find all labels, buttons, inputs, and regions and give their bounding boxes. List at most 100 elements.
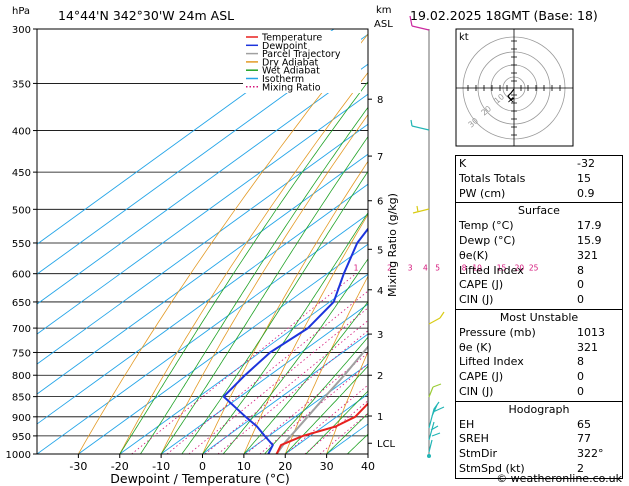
pressure-tick-label: 350: [12, 79, 31, 90]
legend-entry: Temperature: [261, 33, 322, 44]
location-title: 14°44'N 342°30'W 24m ASL: [58, 8, 234, 23]
index-row: θe(K) 321: [459, 249, 619, 264]
index-row: θe (K) 321: [459, 341, 619, 356]
storm-motion-icon: ✕: [507, 96, 515, 106]
dry-adiabat: [326, 350, 368, 454]
legend-entry: Isotherm: [262, 74, 304, 85]
wind-barb-300: [409, 15, 430, 31]
hpa-label: hPa: [12, 6, 30, 17]
profile-parcel-trajectory: [275, 345, 368, 454]
index-value: 322°: [577, 447, 604, 461]
index-value: 321: [577, 248, 598, 262]
index-label: θe(K): [459, 248, 489, 262]
mixing-ratio-label: 3: [408, 264, 413, 273]
dry-adiabat: [202, 160, 368, 454]
pressure-tick-label: 900: [12, 413, 31, 424]
asl-label: ASL: [374, 19, 393, 30]
wet-adiabat: [305, 390, 368, 454]
index-value: 1013: [577, 325, 605, 339]
hodograph: kt 10 20 30 ✕: [455, 28, 574, 147]
hodograph-box: Hodograph EH 65 SREH 77 StmDir 322° StmSpd (kt…: [455, 401, 623, 479]
pressure-tick-label: 300: [12, 25, 31, 36]
index-row: StmSpd (kt) 2: [459, 462, 619, 477]
index-value: 15.9: [577, 233, 602, 247]
legend-entry: Wet Adiabat: [262, 66, 320, 77]
isotherm-line: [202, 333, 368, 454]
index-value: 0: [577, 293, 584, 307]
km-axis: 8 7 6 5 4 3 2 1 LCL: [368, 95, 396, 450]
index-row: Totals Totals 15: [459, 172, 619, 187]
index-row: CIN (J) 0: [459, 385, 619, 400]
surface-box: Surface Temp (°C) 17.9 Dewp (°C) 15.9 θe(K) 3…: [455, 203, 623, 310]
mixing-ratio-label: 20: [515, 264, 525, 273]
mixing-ratio-label: 4: [423, 264, 428, 273]
pressure-tick-label: 800: [12, 371, 31, 382]
index-value: 0: [577, 278, 584, 292]
index-row: Lifted Index 8: [459, 264, 619, 279]
profile-temperature: [275, 402, 368, 454]
index-label: Dewp (°C): [459, 233, 516, 247]
wind-barb-surface: [427, 454, 431, 458]
dry-adiabat: [160, 113, 368, 454]
index-label: CAPE (J): [459, 370, 504, 384]
isotherm-line: [37, 123, 368, 365]
isotherm-line: [160, 303, 368, 454]
index-row: CIN (J) 0: [459, 293, 619, 308]
mixing-ratio-label: 5: [435, 264, 440, 273]
index-label: Lifted Index: [459, 355, 524, 369]
pressure-tick-label: 700: [12, 324, 31, 335]
index-value: 321: [577, 340, 598, 354]
index-label: Totals Totals: [459, 171, 526, 185]
profile-lines: [222, 227, 368, 454]
mixing-ratio-line: [188, 307, 368, 454]
index-label: CIN (J): [459, 293, 494, 307]
km-tick-label: 6: [377, 197, 383, 208]
mixing-ratio-label: 25: [529, 264, 539, 273]
index-row: CAPE (J) 0: [459, 278, 619, 293]
pressure-tick-label: 650: [12, 298, 31, 309]
index-row: CAPE (J) 0: [459, 370, 619, 385]
dry-adiabat: [119, 71, 368, 454]
wet-adiabat: [285, 365, 368, 454]
km-tick-label: 7: [377, 152, 383, 163]
hodograph-ticks: [467, 40, 561, 136]
index-value: 0.9: [577, 186, 595, 200]
wind-barb-925: [428, 401, 445, 429]
index-row: K -32: [459, 157, 619, 172]
dry-adiabat: [243, 213, 368, 454]
index-label: CIN (J): [459, 384, 494, 398]
temperature-tick-label: 40: [361, 460, 375, 473]
most-unstable-title: Most Unstable: [499, 310, 579, 324]
pressure-tick-label: 550: [12, 239, 31, 250]
km-tick-label: 5: [377, 245, 383, 256]
legend-entry: Mixing Ratio: [262, 82, 321, 93]
km-tick-label: 1: [377, 412, 383, 423]
wind-barb-850: [428, 383, 442, 398]
mixing-ratio-line: [217, 330, 368, 454]
isotherm-line: [119, 273, 368, 454]
hodograph-trace: [507, 88, 515, 101]
km-tick-label: LCL: [377, 439, 396, 450]
profile-dewpoint: [222, 227, 368, 454]
hodograph-title: Hodograph: [508, 402, 570, 416]
temperature-tick-label: 10: [237, 460, 251, 473]
index-value: 17.9: [577, 219, 602, 233]
km-tick-label: 2: [377, 371, 383, 382]
index-value: 0: [577, 370, 584, 384]
legend-entry: Parcel Trajectory: [262, 49, 341, 60]
isotherm-line: [78, 243, 368, 454]
pressure-tick-label: 500: [12, 205, 31, 216]
wet-adiabat: [119, 81, 368, 454]
pressure-axis: 300 350 400 450 500 550 600 650 700 750 800 850 900 9…: [6, 25, 37, 461]
index-value: 0: [577, 384, 584, 398]
index-row: EH 65: [459, 418, 619, 433]
index-label: StmSpd (kt): [459, 461, 525, 475]
mixing-ratio-axis-title: Mixing Ratio (g/kg): [386, 193, 399, 297]
index-row: Pressure (mb) 1013: [459, 326, 619, 341]
temperature-axis: -30 -20 -10 0 10 20 30 40: [69, 454, 375, 473]
mixing-ratio-line: [131, 273, 357, 454]
hodograph-kt-label: kt: [459, 32, 469, 43]
wind-barb-500: [412, 205, 430, 214]
isotherm-line: [37, 63, 368, 305]
